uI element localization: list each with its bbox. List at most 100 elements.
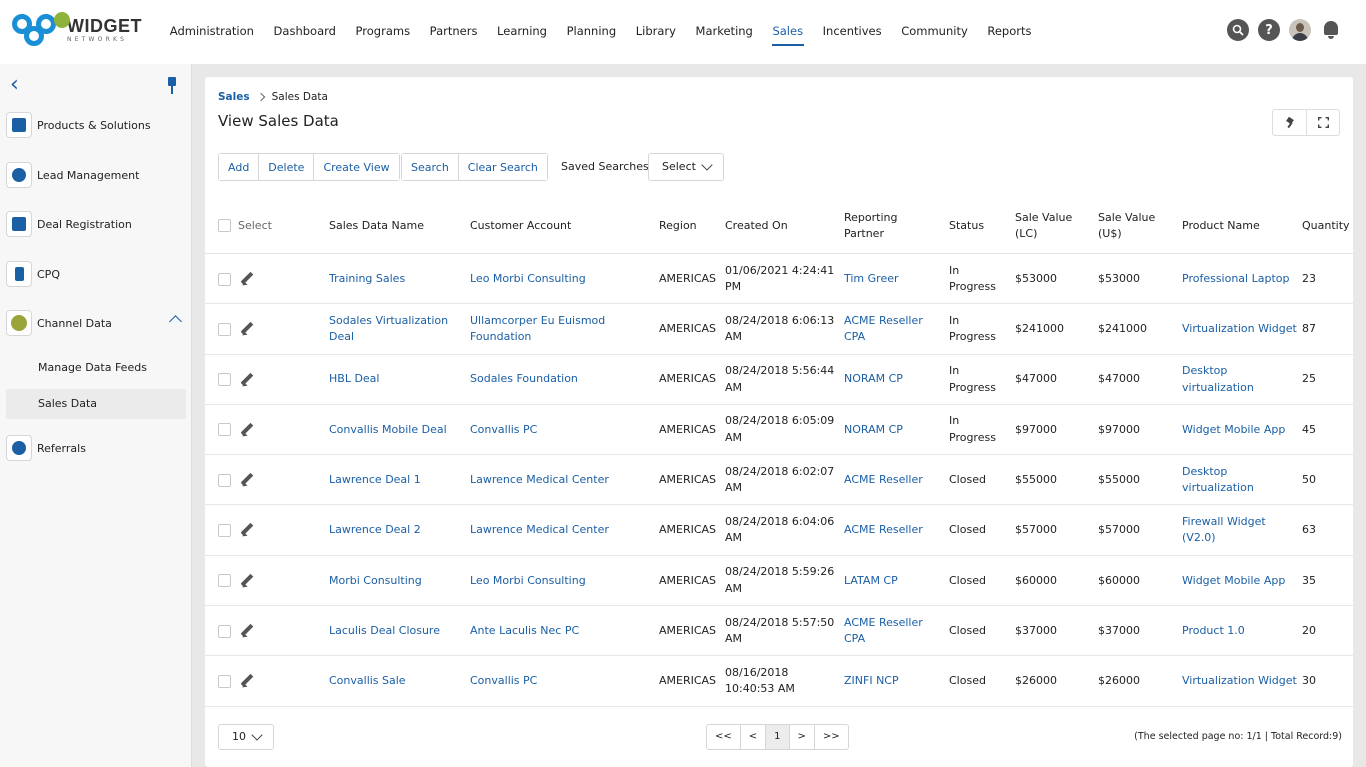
row-checkbox[interactable] (218, 322, 231, 336)
reporting-partner-link[interactable]: ACME Reseller CPA (844, 313, 923, 344)
nav-item-incentives[interactable]: Incentives (822, 24, 882, 38)
edit-pencil-icon[interactable] (240, 624, 254, 638)
collapse-sidebar-icon[interactable]: ‹ (10, 72, 19, 97)
edit-pencil-icon[interactable] (240, 322, 254, 336)
column-header-quantity[interactable]: Quantity (1302, 218, 1350, 232)
row-checkbox[interactable] (218, 423, 231, 437)
saved-searches-select[interactable]: Select (648, 153, 724, 181)
first-page-button[interactable]: << (715, 731, 732, 742)
reporting-partner-link[interactable]: ACME Reseller (844, 523, 923, 537)
add-button[interactable]: Add (219, 154, 259, 180)
reporting-partner-link[interactable]: ACME Reseller (844, 472, 923, 486)
delete-button[interactable]: Delete (258, 154, 314, 180)
customer-account-link[interactable]: Lawrence Medical Center (470, 523, 609, 537)
clear-search-button[interactable]: Clear Search (457, 154, 547, 180)
column-header-status[interactable]: Status (949, 218, 985, 232)
reporting-partner-link[interactable]: ZINFI NCP (844, 674, 899, 688)
row-checkbox[interactable] (218, 523, 231, 537)
pin-sidebar-icon[interactable] (165, 77, 179, 95)
edit-pencil-icon[interactable] (240, 674, 254, 688)
row-checkbox[interactable] (218, 574, 231, 588)
brand-logo[interactable]: WIDGET NETWORKS (12, 12, 142, 48)
nav-item-partners[interactable]: Partners (429, 24, 478, 38)
column-header-region[interactable]: Region (659, 218, 697, 232)
avatar[interactable] (1289, 19, 1311, 41)
customer-account-link[interactable]: Ullamcorper Eu Euismod Foundation (470, 313, 606, 344)
customer-account-link[interactable]: Lawrence Medical Center (470, 472, 609, 486)
help-icon[interactable]: ? (1258, 19, 1280, 41)
product-name-link[interactable]: Virtualization Widget (1182, 674, 1297, 688)
product-name-link[interactable]: Virtualization Widget (1182, 322, 1297, 336)
sidebar-item-deal-registration[interactable]: Deal Registration (6, 209, 186, 239)
product-name-link[interactable]: Widget Mobile App (1182, 422, 1286, 436)
column-header-sale-value-lc[interactable]: Sale Value (LC) (1015, 210, 1073, 240)
customer-account-link[interactable]: Convallis PC (470, 422, 538, 436)
notification-bell-icon[interactable] (1320, 19, 1342, 41)
customer-account-link[interactable]: Leo Morbi Consulting (470, 573, 586, 587)
reporting-partner-link[interactable]: ACME Reseller CPA (844, 615, 923, 646)
chevron-up-icon[interactable] (169, 315, 182, 328)
last-page-button[interactable]: >> (813, 725, 848, 749)
row-checkbox[interactable] (218, 272, 231, 286)
customer-account-link[interactable]: Sodales Foundation (470, 372, 578, 386)
product-name-link[interactable]: Firewall Widget (V2.0) (1182, 514, 1266, 545)
breadcrumb-parent-link[interactable]: Sales (218, 91, 250, 103)
customer-account-link[interactable]: Convallis PC (470, 674, 538, 688)
nav-item-library[interactable]: Library (635, 24, 676, 38)
select-all-checkbox[interactable] (218, 219, 231, 232)
sidebar-item-channel-data[interactable]: Channel Data (6, 308, 186, 338)
row-checkbox[interactable] (218, 373, 231, 387)
edit-pencil-icon[interactable] (240, 423, 254, 437)
product-name-link[interactable]: Widget Mobile App (1182, 573, 1286, 587)
nav-item-community[interactable]: Community (901, 24, 968, 38)
sales-data-name-link[interactable]: Laculis Deal Closure (329, 623, 440, 637)
reporting-partner-link[interactable]: NORAM CP (844, 422, 903, 436)
edit-pencil-icon[interactable] (240, 523, 254, 537)
row-checkbox[interactable] (218, 674, 231, 688)
nav-item-planning[interactable]: Planning (566, 24, 617, 38)
reporting-partner-link[interactable]: NORAM CP (844, 372, 903, 386)
column-header-product[interactable]: Product Name (1182, 218, 1260, 232)
column-header-customer[interactable]: Customer Account (470, 218, 572, 232)
nav-item-administration[interactable]: Administration (169, 24, 254, 38)
search-icon[interactable] (1227, 19, 1249, 41)
sales-data-name-link[interactable]: Lawrence Deal 2 (329, 523, 421, 537)
nav-item-programs[interactable]: Programs (355, 24, 411, 38)
sidebar-item-products-solutions[interactable]: Products & Solutions (6, 110, 186, 140)
product-name-link[interactable]: Product 1.0 (1182, 623, 1245, 637)
sidebar-item-lead-management[interactable]: Lead Management (6, 160, 186, 190)
create-view-button[interactable]: Create View (313, 154, 399, 180)
prev-page-button[interactable]: < (739, 725, 765, 749)
sales-data-name-link[interactable]: Convallis Mobile Deal (329, 422, 447, 436)
sidebar-item-cpq[interactable]: CPQ (6, 259, 186, 289)
sidebar-subitem-sales-data[interactable]: Sales Data (6, 389, 186, 419)
sales-data-name-link[interactable]: HBL Deal (329, 372, 380, 386)
sales-data-name-link[interactable]: Convallis Sale (329, 674, 406, 688)
column-header-partner[interactable]: Reporting Partner (844, 210, 898, 240)
edit-pencil-icon[interactable] (240, 473, 254, 487)
sales-data-name-link[interactable]: Training Sales (329, 271, 406, 285)
sidebar-subitem-manage-data-feeds[interactable]: Manage Data Feeds (38, 361, 147, 374)
search-button[interactable]: Search (402, 154, 458, 180)
nav-item-reports[interactable]: Reports (987, 24, 1032, 38)
sales-data-name-link[interactable]: Lawrence Deal 1 (329, 472, 421, 486)
nav-item-learning[interactable]: Learning (497, 24, 547, 38)
column-header-sale-value-us[interactable]: Sale Value (U$) (1098, 210, 1156, 240)
row-checkbox[interactable] (218, 624, 231, 638)
nav-item-marketing[interactable]: Marketing (695, 24, 753, 38)
edit-pencil-icon[interactable] (240, 272, 254, 286)
sales-data-name-link[interactable]: Morbi Consulting (329, 573, 422, 587)
fullscreen-button[interactable] (1306, 110, 1339, 135)
customer-account-link[interactable]: Leo Morbi Consulting (470, 271, 586, 285)
customer-account-link[interactable]: Ante Laculis Nec PC (470, 623, 580, 637)
column-header-created[interactable]: Created On (725, 218, 788, 232)
per-page-select[interactable]: 10 (218, 724, 274, 750)
nav-item-sales[interactable]: Sales (763, 0, 813, 64)
reporting-partner-link[interactable]: LATAM CP (844, 573, 898, 587)
pin-view-button[interactable] (1273, 110, 1306, 135)
row-checkbox[interactable] (218, 473, 231, 487)
sidebar-item-referrals[interactable]: Referrals (6, 433, 186, 463)
column-header-name[interactable]: Sales Data Name (329, 218, 424, 232)
sales-data-name-link[interactable]: Sodales Virtualization Deal (329, 313, 449, 344)
product-name-link[interactable]: Desktop virtualization (1182, 464, 1254, 495)
